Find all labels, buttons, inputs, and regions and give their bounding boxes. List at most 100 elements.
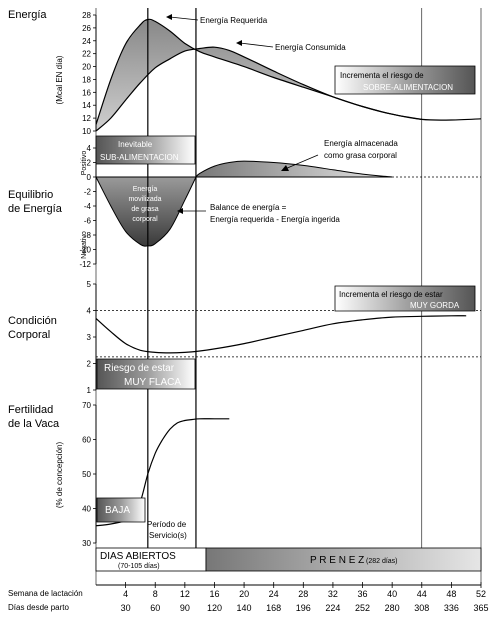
balance-panel-label-line1: Equilibrio (8, 189, 53, 201)
energy-y-tick-label: 22 (82, 50, 91, 59)
week-tick-label: 36 (358, 589, 368, 599)
fertility-y-tick-label: 70 (82, 401, 91, 410)
balance-panel-label-line2: de Energía (8, 203, 63, 215)
risk-too-thin-box (96, 358, 196, 390)
week-tick-label: 4 (123, 589, 128, 599)
fertility-y-axis-label: (% de concepción) (55, 442, 64, 509)
risk-overfeeding-line2: SOBRE-ALIMENTACION (363, 83, 453, 92)
risk-overfeeding-box (334, 65, 476, 95)
balance-negative-label: Negativo (81, 231, 88, 259)
risk-too-fat-line2: MUY GORDA (410, 301, 460, 310)
energy-mobilized-line4: corporal (132, 216, 158, 223)
week-tick-label: 12 (180, 589, 190, 599)
day-tick-label: 60 (150, 603, 160, 613)
balance-y-tick-label: 0 (87, 173, 92, 182)
week-tick-label: 16 (209, 589, 219, 599)
energy-y-tick-label: 28 (82, 11, 91, 20)
condition-y-tick-label: 1 (87, 386, 92, 395)
service-period-line2: Servicio(s) (149, 531, 187, 540)
energy-y-tick-label: 14 (82, 101, 91, 110)
balance-y-tick-label: -10 (79, 246, 91, 255)
energy-mobilized-line2: movilizada (128, 196, 161, 203)
week-tick-label: 44 (417, 589, 427, 599)
risk-too-thin-line2: MUY FLACA (124, 377, 181, 388)
day-tick-label: 90 (180, 603, 190, 613)
condition-panel-label-line2: Corporal (8, 329, 50, 341)
condition-y-tick-label: 4 (87, 307, 92, 316)
day-tick-label: 120 (207, 603, 222, 613)
balance-y-tick-label: 4 (87, 144, 92, 153)
energy-mobilized-line3: de grasa (131, 206, 158, 213)
energy-required-arrow (169, 16, 199, 21)
pregnancy-label: P R E N E Z (310, 555, 364, 566)
energy-consumed-line (95, 46, 422, 132)
day-tick-label: 252 (355, 603, 370, 613)
week-axis-label: Semana de lactación (8, 589, 83, 598)
week-tick-label: 28 (298, 589, 308, 599)
energy-y-tick-label: 26 (82, 24, 91, 33)
unavoidable-line2: SUB-ALIMENTACION (100, 153, 179, 162)
day-tick-label: 308 (414, 603, 429, 613)
energy-y-tick-label: 16 (82, 88, 91, 97)
energy-panel-label: Energía (8, 9, 47, 21)
day-tick-label: 365 (473, 603, 488, 613)
day-tick-label: 30 (121, 603, 131, 613)
day-axis-label: Días desde parto (8, 603, 69, 612)
fertility-panel-label-line2: de la Vaca (8, 418, 60, 430)
energy-stored-line1: Energía almacenada (324, 139, 398, 148)
week-tick-label: 52 (476, 589, 486, 599)
pregnancy-days: (282 días) (366, 558, 398, 565)
energy-stored-area (194, 160, 393, 178)
week-tick-label: 40 (387, 589, 397, 599)
energy-mobilized-line1: Energía (133, 186, 158, 193)
balance-y-tick-label: 2 (87, 159, 92, 168)
condition-panel-label-line1: Condición (8, 315, 57, 327)
energy-gap-area (96, 19, 422, 131)
day-tick-label: 224 (325, 603, 340, 613)
risk-too-fat-box (334, 285, 476, 312)
condition-y-tick-label: 5 (87, 280, 92, 289)
energy-required-label: Energía Requerida (200, 16, 268, 25)
condition-line (95, 315, 467, 354)
week-tick-label: 48 (446, 589, 456, 599)
week-tick-label: 24 (269, 589, 279, 599)
week-tick-label: 8 (153, 589, 158, 599)
risk-overfeeding-line1: Incrementa el riesgo de (340, 71, 424, 80)
fertility-y-tick-label: 40 (82, 505, 91, 514)
unavoidable-underfeeding-box (95, 135, 196, 165)
area-fills (95, 19, 422, 247)
balance-y-tick-label: -8 (84, 231, 92, 240)
energy-stored-line2: como grasa corporal (324, 151, 397, 160)
pregnancy-box (205, 547, 482, 572)
balance-y-tick-label: -6 (84, 217, 92, 226)
balance-y-tick-label: -4 (84, 202, 92, 211)
fertility-y-tick-label: 50 (82, 470, 91, 479)
energy-consumed-label: Energía Consumida (275, 43, 346, 52)
balance-formula-arrowhead (177, 208, 183, 214)
energy-y-tick-label: 24 (82, 37, 91, 46)
risk-too-fat-line1: Incrementa el riesgo de estar (339, 290, 443, 299)
energy-stored-arrowhead (281, 165, 289, 171)
axes: 10121416182022242628420-2-4-6-8-10-12123… (79, 11, 482, 588)
day-tick-label: 168 (266, 603, 281, 613)
energy-required-arrowhead (166, 14, 172, 20)
condition-y-tick-label: 2 (87, 360, 92, 369)
series-lines (95, 18, 482, 527)
low-fertility-label: BAJA (105, 505, 130, 516)
service-period-line1: Período de (147, 520, 187, 529)
day-tick-label: 140 (237, 603, 252, 613)
day-tick-label: 336 (444, 603, 459, 613)
x-tick-labels: 4308601290161202014024168281963222436252… (121, 589, 489, 613)
week-tick-label: 32 (328, 589, 338, 599)
day-tick-label: 280 (385, 603, 400, 613)
unavoidable-line1: Inevitable (118, 140, 153, 149)
energy-y-axis-label: (Mcal EN día) (55, 55, 64, 104)
energy-y-tick-label: 10 (82, 127, 91, 136)
fertility-y-tick-label: 60 (82, 436, 91, 445)
risk-too-thin-line1: Riesgo de estar (104, 363, 175, 374)
condition-y-tick-label: 3 (87, 333, 92, 342)
balance-formula-line2: Energía requerida - Energía ingerida (210, 215, 340, 224)
balance-y-tick-label: -2 (84, 188, 92, 197)
low-fertility-box (96, 497, 146, 523)
